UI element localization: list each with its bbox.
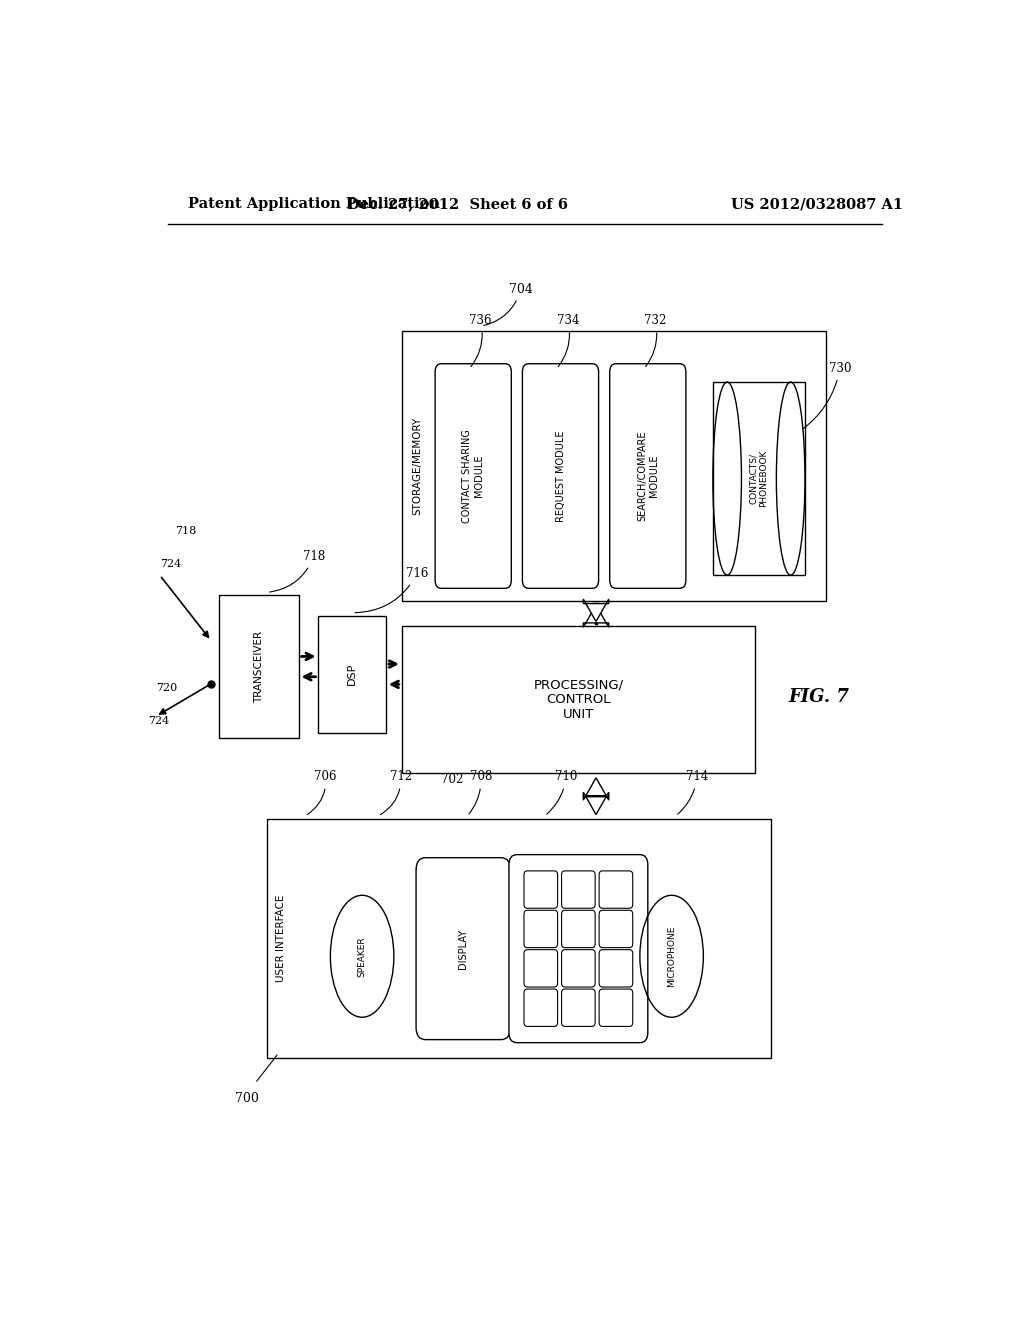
Text: 718: 718 xyxy=(176,527,197,536)
Text: 704: 704 xyxy=(484,282,532,326)
FancyBboxPatch shape xyxy=(524,911,558,948)
FancyBboxPatch shape xyxy=(561,949,595,987)
FancyArrow shape xyxy=(584,792,608,814)
Text: 716: 716 xyxy=(355,568,428,612)
Text: 702: 702 xyxy=(441,774,464,787)
Text: 714: 714 xyxy=(678,771,709,814)
FancyBboxPatch shape xyxy=(318,615,386,733)
Text: 734: 734 xyxy=(557,314,579,367)
FancyBboxPatch shape xyxy=(561,871,595,908)
Text: 710: 710 xyxy=(547,771,578,814)
FancyBboxPatch shape xyxy=(561,989,595,1027)
FancyBboxPatch shape xyxy=(416,858,511,1040)
FancyBboxPatch shape xyxy=(599,871,633,908)
Text: SPEAKER: SPEAKER xyxy=(357,936,367,977)
FancyBboxPatch shape xyxy=(435,364,511,589)
Text: 720: 720 xyxy=(156,682,177,693)
Text: REQUEST MODULE: REQUEST MODULE xyxy=(555,430,565,521)
FancyBboxPatch shape xyxy=(599,911,633,948)
Text: 708: 708 xyxy=(469,771,492,814)
FancyBboxPatch shape xyxy=(524,949,558,987)
FancyBboxPatch shape xyxy=(509,854,648,1043)
Text: CONTACTS/
PHONEBOOK: CONTACTS/ PHONEBOOK xyxy=(750,450,769,507)
Text: 730: 730 xyxy=(803,362,851,429)
Text: 724: 724 xyxy=(147,715,169,726)
FancyBboxPatch shape xyxy=(713,381,805,576)
Text: DSP: DSP xyxy=(347,663,357,685)
Text: 700: 700 xyxy=(236,1092,259,1105)
FancyArrow shape xyxy=(584,599,608,622)
FancyBboxPatch shape xyxy=(561,911,595,948)
FancyBboxPatch shape xyxy=(522,364,599,589)
Text: Dec. 27, 2012  Sheet 6 of 6: Dec. 27, 2012 Sheet 6 of 6 xyxy=(347,197,568,211)
Text: USER INTERFACE: USER INTERFACE xyxy=(276,895,286,982)
Text: TRANSCEIVER: TRANSCEIVER xyxy=(254,631,264,702)
Text: CONTACT SHARING
MODULE: CONTACT SHARING MODULE xyxy=(463,429,484,523)
Text: 706: 706 xyxy=(307,771,337,814)
FancyBboxPatch shape xyxy=(524,871,558,908)
FancyArrow shape xyxy=(584,777,608,800)
Text: 732: 732 xyxy=(644,314,667,367)
FancyBboxPatch shape xyxy=(401,331,826,601)
Text: DISPLAY: DISPLAY xyxy=(459,928,468,969)
Text: 736: 736 xyxy=(469,314,492,367)
FancyBboxPatch shape xyxy=(401,626,755,774)
Text: 718: 718 xyxy=(269,550,325,593)
FancyBboxPatch shape xyxy=(609,364,686,589)
FancyBboxPatch shape xyxy=(219,595,299,738)
Text: MICROPHONE: MICROPHONE xyxy=(667,925,676,987)
Text: US 2012/0328087 A1: US 2012/0328087 A1 xyxy=(731,197,903,211)
Text: SEARCH/COMPARE
MODULE: SEARCH/COMPARE MODULE xyxy=(637,430,658,521)
FancyBboxPatch shape xyxy=(599,989,633,1027)
Text: FIG. 7: FIG. 7 xyxy=(788,688,849,706)
FancyBboxPatch shape xyxy=(599,949,633,987)
Text: Patent Application Publication: Patent Application Publication xyxy=(187,197,439,211)
Text: 712: 712 xyxy=(380,771,412,814)
Text: 724: 724 xyxy=(160,558,181,569)
Text: STORAGE/MEMORY: STORAGE/MEMORY xyxy=(413,417,423,515)
FancyArrow shape xyxy=(584,605,608,627)
Text: PROCESSING/
CONTROL
UNIT: PROCESSING/ CONTROL UNIT xyxy=(534,678,624,721)
FancyBboxPatch shape xyxy=(524,989,558,1027)
FancyBboxPatch shape xyxy=(267,818,771,1057)
